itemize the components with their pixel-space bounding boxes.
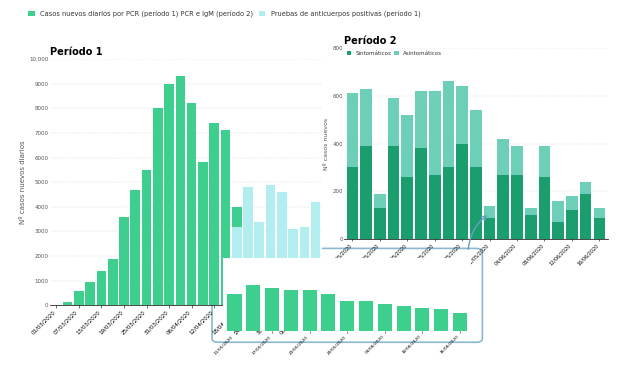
Bar [374, 208, 386, 239]
Bar [360, 146, 372, 239]
Bar [580, 182, 591, 194]
Legend: Casos nuevos diarios por PCR (período 1) PCR e IgM (período 2), Pruebas de antic: Casos nuevos diarios por PCR (período 1)… [28, 11, 420, 18]
Bar [388, 98, 399, 146]
Y-axis label: Nº casos nuevos: Nº casos nuevos [324, 117, 329, 170]
Bar [453, 313, 467, 331]
Bar [359, 301, 373, 331]
Bar [566, 210, 578, 239]
Bar [288, 281, 298, 305]
Bar [97, 271, 106, 305]
Bar [232, 227, 242, 305]
Bar [347, 167, 358, 239]
Bar [164, 84, 174, 305]
Bar [246, 285, 260, 331]
Bar [484, 218, 495, 239]
Bar [593, 218, 605, 239]
Bar [187, 103, 197, 305]
Bar [525, 208, 536, 215]
Bar [288, 229, 298, 305]
Bar [484, 206, 495, 218]
Bar [415, 148, 427, 239]
Bar [415, 308, 430, 331]
Bar [429, 174, 441, 239]
Bar [470, 110, 482, 167]
Bar [86, 282, 95, 305]
Bar [593, 208, 605, 218]
Bar [210, 123, 219, 305]
Bar [360, 88, 372, 146]
Bar [378, 304, 392, 331]
Bar [443, 81, 454, 167]
Bar [198, 162, 208, 305]
Bar [511, 174, 523, 239]
Bar [539, 177, 551, 239]
Bar [429, 91, 441, 174]
Bar [175, 76, 185, 305]
Bar [443, 167, 454, 239]
Bar [303, 290, 317, 331]
Bar [456, 86, 468, 144]
Bar [266, 185, 275, 305]
Bar [388, 146, 399, 239]
Bar [265, 287, 279, 331]
Bar [397, 306, 410, 331]
Bar [228, 294, 242, 331]
Bar [232, 207, 242, 305]
FancyArrowPatch shape [468, 216, 486, 249]
Bar [401, 177, 413, 239]
Bar [142, 170, 151, 305]
Bar [566, 196, 578, 210]
Bar [434, 309, 448, 331]
Bar [497, 174, 509, 239]
Bar [277, 192, 286, 305]
Bar [311, 286, 321, 305]
Bar [130, 190, 140, 305]
Bar [243, 207, 253, 305]
Bar [374, 194, 386, 208]
Bar [266, 246, 275, 305]
Bar [153, 108, 162, 305]
Text: Período 2: Período 2 [344, 36, 397, 46]
Bar [63, 302, 73, 305]
Bar [299, 227, 309, 305]
Bar [401, 115, 413, 177]
Bar [311, 202, 321, 305]
Bar [552, 201, 564, 222]
Bar [552, 222, 564, 239]
Bar [74, 291, 84, 305]
Bar [580, 194, 591, 239]
Bar [456, 144, 468, 239]
Y-axis label: Nº casos nuevos diarios: Nº casos nuevos diarios [20, 140, 26, 224]
Bar [284, 290, 298, 331]
Bar [299, 276, 309, 305]
Bar [415, 91, 427, 148]
Bar [497, 139, 509, 174]
Text: Período 1: Período 1 [50, 47, 102, 57]
Bar [119, 217, 129, 305]
Legend: Sintomáticos, Asintomáticos: Sintomáticos, Asintomáticos [347, 51, 442, 56]
Bar [340, 301, 354, 331]
Bar [539, 146, 551, 177]
Bar [254, 251, 264, 305]
Bar [108, 259, 118, 305]
Bar [470, 167, 482, 239]
Bar [254, 222, 264, 305]
Bar [321, 294, 335, 331]
Bar [277, 266, 286, 305]
Bar [525, 215, 536, 239]
Bar [221, 130, 230, 305]
Bar [347, 93, 358, 167]
Bar [243, 187, 253, 305]
Bar [511, 146, 523, 174]
